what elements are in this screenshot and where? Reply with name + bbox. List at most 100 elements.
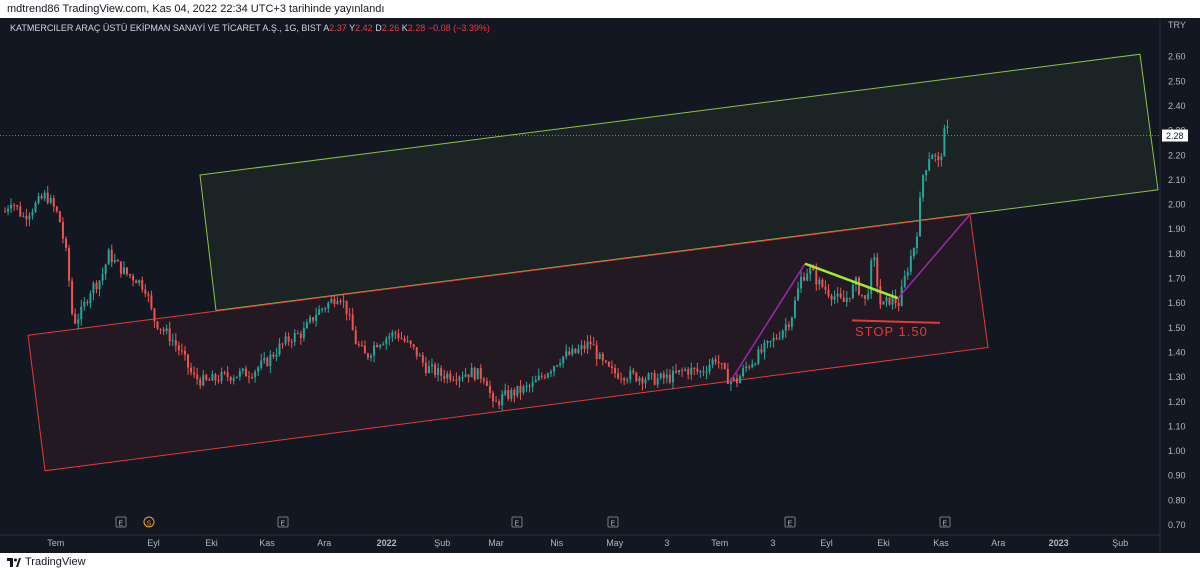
earnings-event-marker[interactable]: E [115,516,127,528]
candle-body [574,348,577,353]
x-tick-label: 2022 [377,538,397,548]
y-tick-label: 0.70 [1168,520,1186,530]
plot-area[interactable] [0,18,1160,535]
lower-channel[interactable] [27,213,989,472]
purple-trendline-1[interactable] [729,263,806,383]
earnings-event-marker[interactable]: E [939,516,951,528]
x-tick-label: Tem [711,538,728,548]
candle-body [833,296,836,300]
candle [196,367,199,385]
candle [781,329,784,341]
candle [296,330,299,335]
candle-body [647,373,650,380]
candle-body [571,348,574,355]
candle [418,352,421,357]
upper-channel[interactable] [199,53,1159,312]
candle-body [928,159,931,171]
stop-line[interactable] [851,319,941,324]
candle [784,317,787,338]
candle [473,366,476,382]
candle [589,335,592,350]
lime-trendline[interactable] [804,262,899,300]
candle [290,338,293,349]
candle [745,361,748,373]
chart-panel[interactable]: STOP 1.502.602.502.402.302.202.102.001.9… [0,18,1200,553]
candle-body [638,378,641,381]
candle [226,365,229,382]
candle [607,360,610,368]
purple-trendline-2[interactable] [897,213,971,299]
candle [302,321,305,342]
earnings-event-marker[interactable]: E [607,516,619,528]
publish-caption: mdtrend86 TradingView.com, Kas 04, 2022 … [7,3,385,15]
last-price-value: 2.28 [1166,131,1184,141]
candle [583,340,586,353]
candle [888,297,891,306]
candle-body [296,333,299,335]
candle [912,247,915,260]
candle-body [839,293,842,298]
candle [653,369,656,386]
x-tick-label: 3 [770,538,775,548]
candle-body [244,368,247,377]
earnings-event-marker[interactable]: E [277,516,289,528]
candle-body [711,359,714,365]
candle-body [650,373,653,375]
candle-body [641,378,644,384]
candle [873,253,876,267]
candle-body [836,293,839,297]
candle-body [254,371,257,378]
candle [534,375,537,383]
candle [55,205,58,213]
candle [129,273,132,279]
candle-body [318,309,321,315]
candle-body [531,382,534,387]
candle-body [867,293,870,299]
candle [269,350,272,374]
candle [305,318,308,329]
candle-body [559,363,562,366]
candle [546,372,549,379]
candle-body [784,324,787,331]
split-event-marker[interactable]: S [143,516,155,528]
candle-body [287,336,290,342]
candle-body [583,345,586,349]
candle [272,351,275,360]
candle [363,340,366,354]
candle-body [458,377,461,381]
candle [373,341,376,363]
candle-body [671,370,674,383]
candle-body [424,362,427,374]
earnings-event-marker[interactable]: E [511,516,523,528]
candle [909,249,912,276]
candle [217,374,220,384]
candle [214,372,217,386]
candle [437,363,440,382]
candle-body [275,354,278,357]
x-tick-label: Nis [550,538,563,548]
candle-body [522,386,525,393]
candle [830,293,833,307]
candle-body [464,374,467,377]
earnings-event-marker[interactable]: E [784,516,796,528]
tradingview-logo[interactable]: TradingView [7,556,86,568]
candle-body [370,355,372,358]
candle-body [180,350,183,352]
y-tick-label: 2.10 [1168,175,1186,185]
price-chart[interactable]: STOP 1.502.602.502.402.302.202.102.001.9… [0,18,1200,553]
candle [818,276,821,291]
candle-body [122,267,125,274]
candle [614,364,616,379]
candle [174,333,177,352]
candle [510,387,513,402]
candle-body [348,314,351,316]
candle-body [19,206,22,217]
candle-body [241,368,244,372]
candle-body [357,344,360,346]
candle [446,370,449,384]
candle [513,387,516,403]
candle-body [248,376,250,378]
candle [309,314,311,325]
candle [34,200,37,214]
event-marker-text: E [611,521,616,528]
